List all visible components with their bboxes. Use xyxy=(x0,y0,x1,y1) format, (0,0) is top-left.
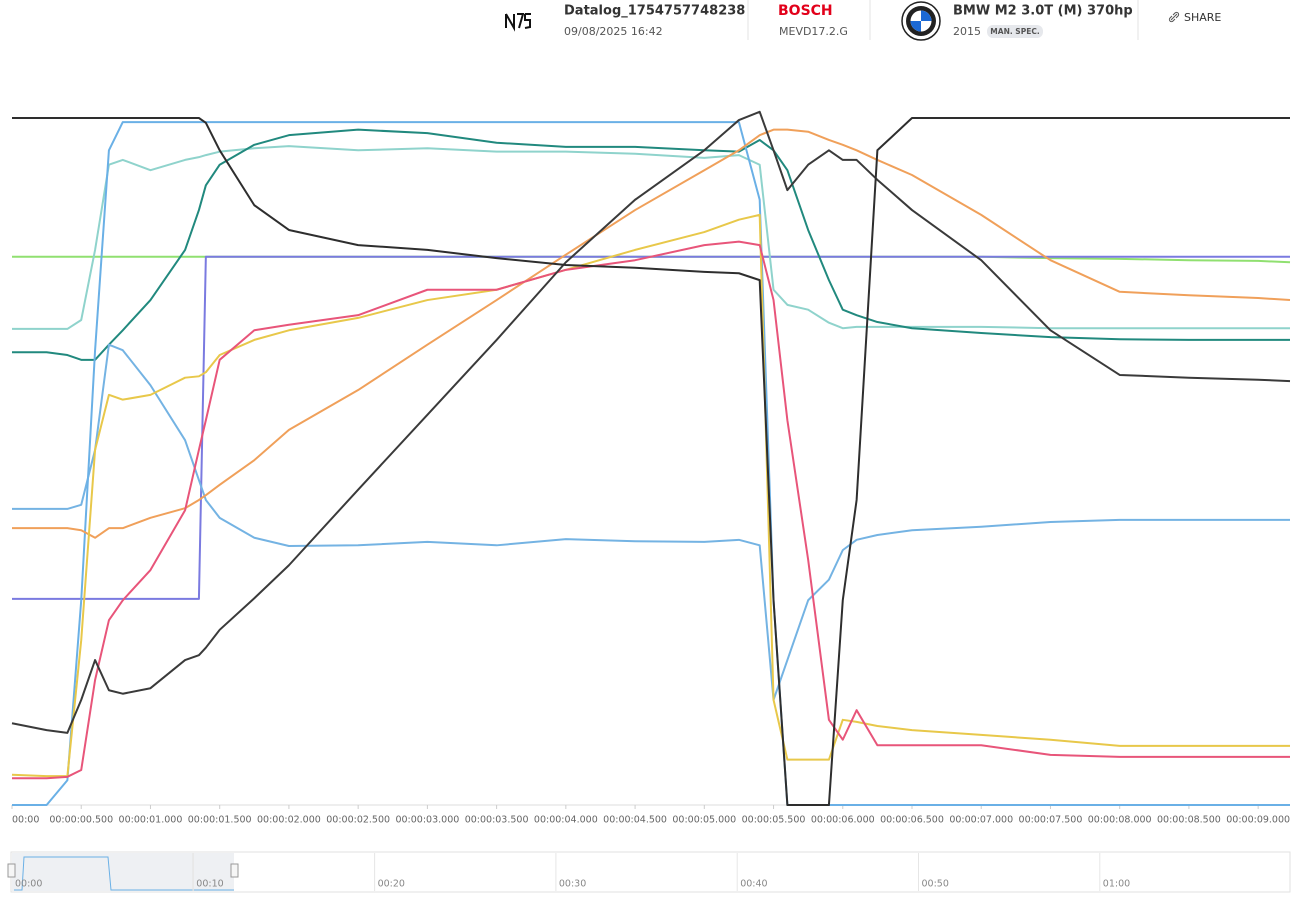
x-tick-label: 00:00:05.000 xyxy=(672,815,736,826)
ecu-brand: BOSCH xyxy=(778,3,833,19)
navigator xyxy=(7,851,1291,893)
x-tick-label: 00:00:01.500 xyxy=(188,815,252,826)
x-tick-label: 00:00:09.000 xyxy=(1226,815,1290,826)
share-button[interactable]: SHARE xyxy=(1168,11,1221,24)
navigator-tick-label: 00:30 xyxy=(559,879,586,890)
navigator-tick-label: 00:40 xyxy=(740,879,767,890)
brand-logo xyxy=(505,13,531,32)
x-tick-label: 00:00:08.000 xyxy=(1088,815,1152,826)
series-line xyxy=(12,255,1290,600)
series-line xyxy=(12,240,1290,780)
file-date: 09/08/2025 16:42 xyxy=(564,25,663,38)
header: Datalog_1754757748238 09/08/2025 16:42 B… xyxy=(505,0,1221,41)
x-tick-label: 00:00:01.000 xyxy=(119,815,183,826)
plot-area: 00:00 00:00:00.500 00:00:01.000 00:00:01.50… xyxy=(11,110,1291,826)
x-tick-label: 00:00:03.500 xyxy=(465,815,529,826)
badge-bg xyxy=(987,25,1043,38)
series-line xyxy=(11,110,1291,734)
ecu-model: MEVD17.2.G xyxy=(779,25,848,38)
series-line xyxy=(12,117,1290,806)
x-tick-label: 00:00:07.000 xyxy=(949,815,1013,826)
vehicle-name: BMW M2 3.0T (M) 370hp xyxy=(953,4,1133,19)
x-tick-label: 00:00:02.000 xyxy=(257,815,321,826)
x-tick-label: 00:00:06.500 xyxy=(880,815,944,826)
share-label[interactable]: SHARE xyxy=(1184,11,1221,24)
navigator-tick-label: 00:10 xyxy=(196,879,223,890)
x-tick-label: 00:00:07.500 xyxy=(1019,815,1083,826)
navigator-tick-label: 00:50 xyxy=(922,879,949,890)
x-tick-label: 00:00:04.500 xyxy=(603,815,667,826)
x-tick-label: 00:00:03.000 xyxy=(395,815,459,826)
navigator-handle[interactable] xyxy=(230,863,239,878)
series-line xyxy=(12,343,1290,701)
navigator-tick-label: 01:00 xyxy=(1103,879,1130,890)
navigator-preview xyxy=(14,856,234,891)
series-line xyxy=(12,128,1290,361)
series-line xyxy=(11,213,1290,778)
series-line xyxy=(12,145,1290,330)
x-tick-label: 00:00 xyxy=(12,815,39,826)
navigator-tick-label: 00:00 xyxy=(15,879,42,890)
series-line xyxy=(12,121,1290,806)
x-tick-label: 00:00:04.000 xyxy=(534,815,598,826)
x-tick-label: 00:00:00.500 xyxy=(49,815,113,826)
series-line xyxy=(12,128,1291,539)
x-tick-label: 00:00:06.000 xyxy=(811,815,875,826)
x-tick-label: 00:00:05.500 xyxy=(742,815,806,826)
x-tick-label: 00:00:02.500 xyxy=(326,815,390,826)
file-name: Datalog_1754757748238 xyxy=(564,4,745,19)
navigator-handle[interactable] xyxy=(7,863,16,878)
x-tick-label: 00:00:08.500 xyxy=(1157,815,1221,826)
navigator-tick-label: 00:20 xyxy=(378,879,405,890)
bmw-logo xyxy=(901,1,941,41)
badge: MAN. SPEC. xyxy=(990,27,1040,36)
navigator-window[interactable] xyxy=(12,853,234,891)
vehicle-year: 2015 xyxy=(953,25,981,38)
